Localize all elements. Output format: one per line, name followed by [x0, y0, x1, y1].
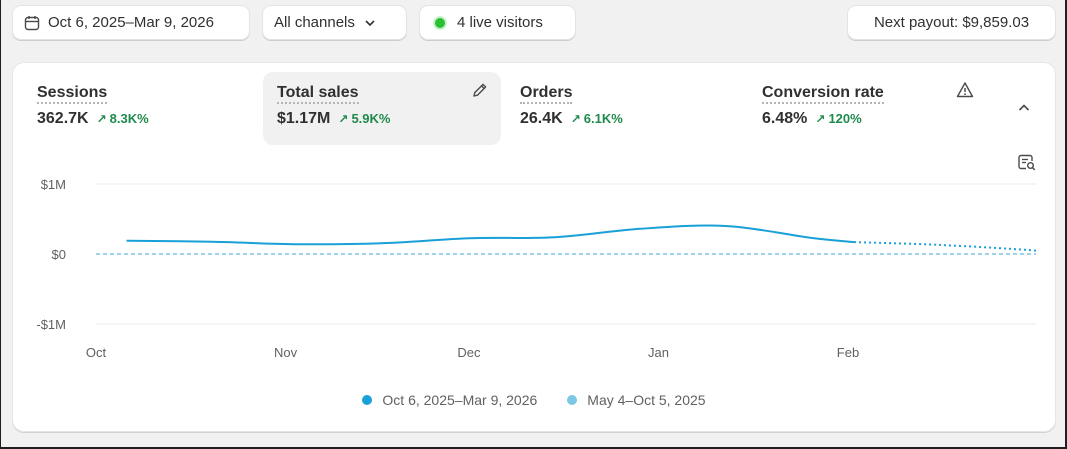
pencil-icon[interactable]: [471, 81, 489, 104]
legend-item-previous[interactable]: May 4–Oct 5, 2025: [567, 392, 706, 408]
next-payout-label: Next payout: $9,859.03: [873, 14, 1030, 31]
legend-dot: [567, 395, 578, 405]
date-range-label: Oct 6, 2025–Mar 9, 2026: [48, 14, 214, 31]
calendar-icon: [24, 15, 40, 31]
metric-change: ↗ 8.3K%: [97, 111, 149, 126]
metric-sessions[interactable]: Sessions 362.7K ↗ 8.3K%: [23, 72, 261, 145]
y-tick-label: -$1M: [36, 317, 66, 332]
channels-dropdown[interactable]: All channels: [262, 5, 407, 40]
metric-change-value: 8.3K%: [109, 111, 149, 126]
metric-change-value: 5.9K%: [351, 111, 391, 126]
legend-label: Oct 6, 2025–Mar 9, 2026: [382, 392, 538, 408]
chevron-up-icon[interactable]: [1016, 100, 1032, 121]
next-payout-button[interactable]: Next payout: $9,859.03: [847, 5, 1056, 40]
y-tick-label: $1M: [41, 177, 66, 192]
chart-legend: Oct 6, 2025–Mar 9, 2026 May 4–Oct 5, 202…: [12, 392, 1056, 408]
trend-up-icon: ↗: [570, 112, 581, 126]
metric-value: 26.4K: [520, 110, 563, 127]
series-line-projected: [854, 241, 1038, 253]
metric-value: 6.48%: [762, 110, 808, 127]
metric-change-value: 6.1K%: [583, 111, 623, 126]
live-status-dot: [435, 17, 445, 28]
trend-up-icon: ↗: [96, 112, 107, 126]
metric-label[interactable]: Conversion rate: [762, 84, 884, 104]
metric-label[interactable]: Sessions: [37, 84, 108, 104]
metric-change: ↗ 6.1K%: [571, 111, 623, 126]
x-tick-label: Nov: [274, 345, 298, 360]
warning-icon[interactable]: [956, 81, 974, 104]
trend-up-icon: ↗: [338, 112, 349, 126]
metric-orders[interactable]: Orders 26.4K ↗ 6.1K%: [506, 72, 744, 145]
legend-label: May 4–Oct 5, 2025: [587, 392, 706, 408]
metric-total-sales[interactable]: Total sales $1.17M ↗ 5.9K%: [263, 72, 501, 145]
x-tick-label: Jan: [648, 345, 669, 360]
legend-dot: [362, 395, 373, 405]
chevron-down-icon: [363, 16, 377, 30]
sales-line-chart: $1M $0 -$1M Oct Nov Dec Jan Feb: [36, 177, 1038, 360]
x-tick-label: Dec: [457, 345, 481, 360]
y-tick-label: $0: [52, 247, 66, 262]
metric-value: $1.17M: [277, 110, 331, 127]
live-visitors-button[interactable]: 4 live visitors: [419, 5, 576, 40]
chart-search-icon[interactable]: [1017, 153, 1037, 178]
metric-value: 362.7K: [37, 110, 89, 127]
channels-label: All channels: [274, 14, 355, 31]
date-range-button[interactable]: Oct 6, 2025–Mar 9, 2026: [12, 5, 250, 40]
metric-label[interactable]: Orders: [520, 84, 573, 104]
x-tick-label: Oct: [86, 345, 107, 360]
metric-conversion-rate[interactable]: Conversion rate 6.48% ↗ 120%: [748, 72, 986, 145]
live-visitors-label: 4 live visitors: [457, 14, 543, 31]
metric-change-value: 120%: [828, 111, 862, 126]
legend-item-current[interactable]: Oct 6, 2025–Mar 9, 2026: [362, 392, 537, 408]
metric-label[interactable]: Total sales: [277, 84, 359, 104]
trend-up-icon: ↗: [815, 112, 826, 126]
metric-change: ↗ 5.9K%: [338, 111, 390, 126]
analytics-card: Sessions 362.7K ↗ 8.3K% Total sales $1.17…: [12, 62, 1056, 432]
metric-change: ↗ 120%: [815, 111, 861, 126]
series-line-current: [126, 224, 855, 246]
x-tick-label: Feb: [837, 345, 859, 360]
